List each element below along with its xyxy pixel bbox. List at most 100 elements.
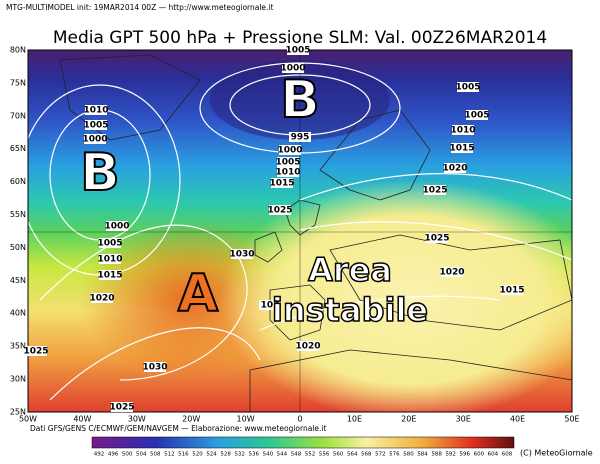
- isobar-label: 1030: [229, 250, 254, 260]
- isobar-label-bg: [85, 105, 107, 115]
- lon-label: 20W: [182, 415, 200, 424]
- colorbar-label: 512: [164, 452, 175, 458]
- isobar-label: 1005: [275, 158, 300, 168]
- annotation: Area: [308, 251, 392, 289]
- copyright: (C) MeteoGiornale: [520, 449, 593, 458]
- lat-label: 25N: [10, 407, 26, 416]
- coastlines: [59, 54, 572, 412]
- colorbar-label: 604: [488, 452, 499, 458]
- lat-label: 55N: [10, 210, 26, 219]
- lon-label: 10W: [237, 415, 255, 424]
- lon-label: 20E: [401, 415, 416, 424]
- colorbar-label: 532: [234, 452, 245, 458]
- isobar-label-bg: [85, 120, 107, 130]
- lon-label: 10E: [347, 415, 362, 424]
- isobar-label: 1005: [455, 83, 480, 93]
- lon-label: 30E: [456, 415, 471, 424]
- colorbar-label: 504: [136, 452, 147, 458]
- isobar-label: 1000: [280, 64, 305, 74]
- isobar-label-bg: [466, 110, 488, 120]
- lat-label: 80N: [10, 46, 26, 55]
- isobar-label-bg: [451, 143, 473, 153]
- isobar-label-bg: [441, 267, 463, 277]
- isobar-label-bg: [84, 134, 106, 144]
- isobar-label: 1025: [109, 403, 134, 413]
- isobar-label: 1015: [499, 286, 524, 296]
- isobar-label-bg: [444, 163, 466, 173]
- isobar-label: 1020: [439, 268, 464, 278]
- isobar-label-bg: [269, 205, 291, 215]
- colorbar-label: 560: [333, 452, 344, 458]
- isobar-label: 1025: [424, 234, 449, 244]
- isobar-label-bg: [282, 63, 304, 73]
- lon-label: 40W: [73, 415, 91, 424]
- colorbar-label: 508: [150, 452, 161, 458]
- isobar-label-bg: [25, 346, 47, 356]
- isobar-label: 1030: [142, 363, 167, 373]
- colorbar-label: 552: [305, 452, 316, 458]
- lon-label: 0: [297, 415, 302, 424]
- isobar-label-bg: [501, 285, 523, 295]
- colorbar: [91, 436, 515, 449]
- isobar-label: 1015: [269, 179, 294, 189]
- isobar-label-bg: [424, 185, 446, 195]
- annotation: instabile: [272, 291, 428, 329]
- isobar-label-bg: [99, 238, 121, 248]
- colorbar-label: 536: [249, 452, 260, 458]
- isobar-label-bg: [289, 132, 311, 142]
- colorbar-label: 500: [122, 452, 133, 458]
- isobar-label-bg: [271, 178, 293, 188]
- isobar-label: 1010: [83, 106, 108, 116]
- isobar-label-bg: [231, 249, 253, 259]
- colorbar-label: 548: [291, 452, 302, 458]
- pressure-center: B: [280, 70, 320, 130]
- europe-area: [220, 180, 572, 412]
- colorbar-label: 524: [206, 452, 217, 458]
- isobar-label-bg: [91, 293, 113, 303]
- pressure-center: A: [178, 264, 218, 324]
- colorbar-label: 528: [220, 452, 231, 458]
- isobar-label: 1000: [104, 222, 129, 232]
- lat-lon-grid: [28, 50, 572, 412]
- colorbar-label: 564: [347, 452, 358, 458]
- lat-label: 45N: [10, 276, 26, 285]
- colorbar-label: 600: [474, 452, 485, 458]
- title: Media GPT 500 hPa + Pressione SLM: Val. …: [53, 28, 547, 48]
- colorbar-label: 572: [375, 452, 386, 458]
- colorbar-label: 520: [192, 452, 203, 458]
- isobar-label: 995: [291, 133, 310, 143]
- isobar-label: 1005: [464, 111, 489, 121]
- lon-label: 50W: [19, 415, 37, 424]
- colorbar-label: 540: [263, 452, 274, 458]
- pressure-center: B: [80, 143, 120, 203]
- lat-label: 75N: [10, 78, 26, 87]
- colorbar-label: 584: [417, 452, 428, 458]
- colorbar-label: 568: [361, 452, 372, 458]
- isobar-label-bg: [259, 300, 281, 310]
- isobar-label-bg: [287, 45, 309, 55]
- footer: Dati GFS/GENS C/ECMWF/GEM/NAVGEM — Elabo…: [30, 424, 326, 433]
- colorbar-label: 496: [108, 452, 119, 458]
- isobar-label-bg: [297, 341, 319, 351]
- lat-label: 50N: [10, 243, 26, 252]
- colorbar-label: 576: [389, 452, 400, 458]
- isobar-label-bg: [99, 270, 121, 280]
- colorbar-label: 580: [403, 452, 414, 458]
- lat-label: 70N: [10, 111, 26, 120]
- isobar-label-bg: [277, 167, 299, 177]
- isobar-label: 1010: [450, 126, 475, 136]
- isobar-label-bg: [111, 402, 133, 412]
- isobar-label: 1020: [295, 342, 320, 352]
- isobar-label: 1025: [422, 186, 447, 196]
- isobar-label: 1000: [277, 146, 302, 156]
- isobar-label: 1005: [83, 121, 108, 131]
- isobar-label: 1010: [275, 168, 300, 178]
- lat-label: 30N: [10, 375, 26, 384]
- isobar-label: 1025: [267, 206, 292, 216]
- lat-label: 35N: [10, 342, 26, 351]
- isobar-label: 1015: [97, 271, 122, 281]
- isobar-label: 1015: [449, 144, 474, 154]
- isobar-label-bg: [99, 254, 121, 264]
- isobar-label: 1020: [442, 164, 467, 174]
